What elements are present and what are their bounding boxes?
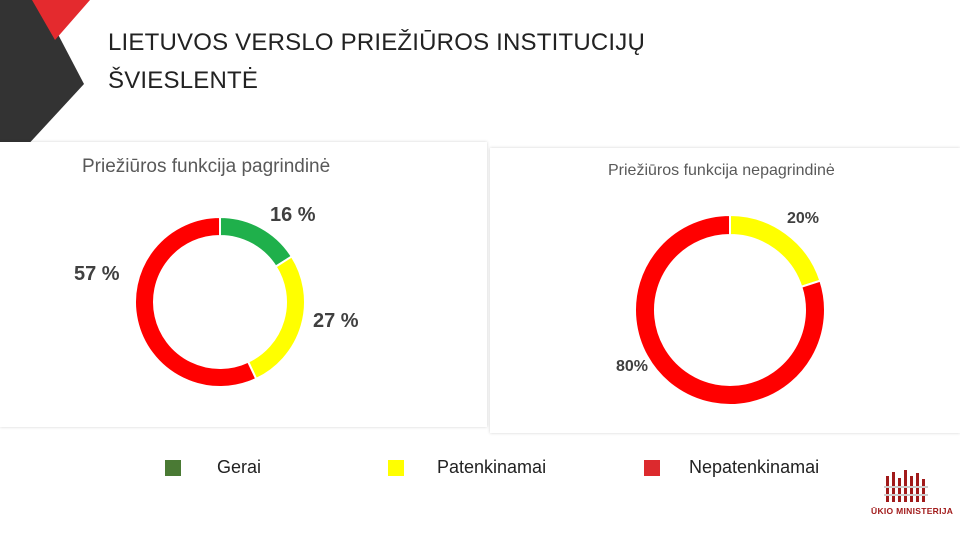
data-label-patenkinamai-2: 20% <box>787 210 820 227</box>
legend-label-gerai: Gerai <box>217 457 262 477</box>
legend-swatch-patenkinamai <box>388 460 404 476</box>
chart-title-main: Priežiūros funkcija pagrindinė <box>82 156 331 177</box>
donut-slice-nepatenkinamai-2 <box>634 213 826 406</box>
ministry-logo-emblem <box>884 470 928 502</box>
corner-red-shape <box>32 0 90 40</box>
ministry-logo-text: ŪKIO MINISTERIJA <box>871 506 954 516</box>
legend-swatch-nepatenkinamai <box>644 460 660 476</box>
corner-dark-shape <box>0 0 84 175</box>
donut-slice-patenkinamai <box>246 255 306 381</box>
chart-legend: Gerai Patenkinamai Nepatenkinamai <box>0 450 960 490</box>
slide-title: LIETUVOS VERSLO PRIEŽIŪROS INSTITUCIJŲ Š… <box>108 24 808 100</box>
chart-panel-main: Priežiūros funkcija pagrindinė 16 % 27 %… <box>0 142 487 427</box>
data-label-nepatenkinamai: 57 % <box>74 263 120 285</box>
chart-title-secondary: Priežiūros funkcija nepagrindinė <box>608 162 835 179</box>
data-label-gerai: 16 % <box>270 204 316 226</box>
donut-slice-nepatenkinamai <box>134 215 258 388</box>
data-label-nepatenkinamai-2: 80% <box>616 358 649 375</box>
slide-title-line-2: ŠVIESLENTĖ <box>108 67 259 94</box>
corner-decoration <box>0 0 90 175</box>
legend-label-nepatenkinamai: Nepatenkinamai <box>689 457 820 477</box>
slide-title-line-1: LIETUVOS VERSLO PRIEŽIŪROS INSTITUCIJŲ <box>108 29 646 56</box>
legend-swatch-gerai <box>165 460 181 476</box>
donut-chart-secondary <box>634 213 826 406</box>
legend-label-patenkinamai: Patenkinamai <box>437 457 547 477</box>
data-label-patenkinamai: 27 % <box>313 310 359 332</box>
donut-chart-main <box>134 215 306 388</box>
chart-panel-secondary: Priežiūros funkcija nepagrindinė 20% 80% <box>490 148 960 433</box>
ministry-logo: ŪKIO MINISTERIJA <box>866 466 953 524</box>
